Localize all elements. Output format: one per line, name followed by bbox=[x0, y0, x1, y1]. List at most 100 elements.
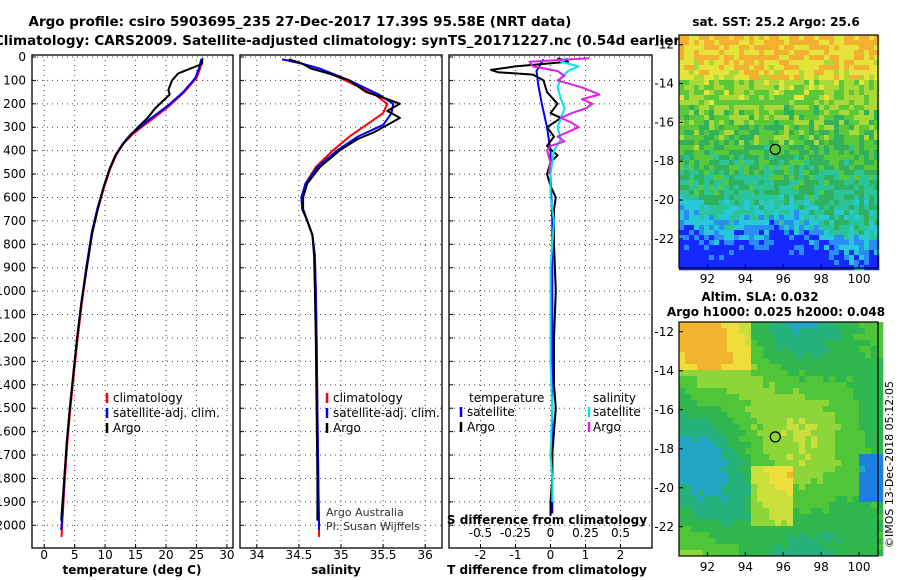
map-cell bbox=[844, 215, 850, 221]
map-cell bbox=[679, 220, 685, 226]
map-cell bbox=[814, 160, 820, 166]
map-cell bbox=[853, 424, 860, 431]
map-cell bbox=[877, 352, 884, 359]
map-cell bbox=[817, 460, 824, 467]
map-cell bbox=[689, 160, 695, 166]
map-cell bbox=[703, 412, 710, 419]
map-cell bbox=[844, 240, 850, 246]
map-cell bbox=[774, 80, 780, 86]
map-cell bbox=[869, 190, 875, 196]
map-cell bbox=[804, 255, 810, 261]
map-cell bbox=[733, 502, 740, 509]
map-cell bbox=[864, 245, 870, 251]
map-cell bbox=[793, 370, 800, 377]
map-frame bbox=[678, 34, 879, 269]
map-cell bbox=[809, 170, 815, 176]
map-cell bbox=[844, 175, 850, 181]
map-cell bbox=[729, 115, 735, 121]
map-cell bbox=[689, 70, 695, 76]
map-cell bbox=[839, 65, 845, 71]
map-cell bbox=[869, 60, 875, 66]
map-cell bbox=[719, 170, 725, 176]
map-cell bbox=[839, 230, 845, 236]
map-cell bbox=[774, 35, 780, 41]
map-cell bbox=[689, 225, 695, 231]
map-cell bbox=[739, 424, 746, 431]
map-cell bbox=[799, 322, 806, 329]
map-cell bbox=[799, 170, 805, 176]
map-cell bbox=[764, 135, 770, 141]
map-cell bbox=[811, 364, 818, 371]
map-cell bbox=[724, 190, 730, 196]
map-cell bbox=[789, 245, 795, 251]
map-cell bbox=[699, 155, 705, 161]
map-cell bbox=[744, 190, 750, 196]
map-cell bbox=[865, 454, 872, 461]
map-cell bbox=[865, 496, 872, 503]
map-cell bbox=[699, 245, 705, 251]
map-cell bbox=[719, 115, 725, 121]
map-cell bbox=[729, 155, 735, 161]
map-cell bbox=[699, 145, 705, 151]
map-cell bbox=[799, 125, 805, 131]
map-cell bbox=[789, 45, 795, 51]
map-cell bbox=[844, 45, 850, 51]
map-cell bbox=[781, 490, 788, 497]
map-cell bbox=[704, 80, 710, 86]
map-cell bbox=[751, 526, 758, 533]
map-cell bbox=[877, 454, 884, 461]
map-cell bbox=[744, 220, 750, 226]
map-cell bbox=[817, 364, 824, 371]
map-cell bbox=[679, 346, 686, 353]
map-cell bbox=[859, 65, 865, 71]
map-cell bbox=[729, 175, 735, 181]
map-cell bbox=[727, 436, 734, 443]
map-cell bbox=[814, 260, 820, 266]
map-cell bbox=[819, 155, 825, 161]
map-cell bbox=[733, 334, 740, 341]
map-cell bbox=[757, 448, 764, 455]
map-cell bbox=[697, 322, 704, 329]
map-cell bbox=[715, 352, 722, 359]
map-cell bbox=[805, 376, 812, 383]
map-cell bbox=[859, 50, 865, 56]
map-cell bbox=[689, 110, 695, 116]
map-cell bbox=[764, 35, 770, 41]
map-cell bbox=[799, 180, 805, 186]
map-cell bbox=[709, 40, 715, 46]
map-cell bbox=[715, 346, 722, 353]
map-cell bbox=[739, 370, 746, 377]
map-cell bbox=[865, 448, 872, 455]
map-cell bbox=[709, 478, 716, 485]
map-cell bbox=[841, 478, 848, 485]
map-cell bbox=[757, 436, 764, 443]
map-cell bbox=[684, 170, 690, 176]
map-cell bbox=[733, 550, 740, 557]
map-cell bbox=[691, 442, 698, 449]
map-cell bbox=[703, 544, 710, 551]
map-cell bbox=[691, 514, 698, 521]
map-cell bbox=[819, 245, 825, 251]
map-cell bbox=[793, 436, 800, 443]
map-cell bbox=[787, 346, 794, 353]
map-cell bbox=[849, 250, 855, 256]
map-cell bbox=[864, 170, 870, 176]
map-cell bbox=[764, 215, 770, 221]
map-cell bbox=[799, 55, 805, 61]
map-cell bbox=[714, 115, 720, 121]
map-cell bbox=[729, 195, 735, 201]
map-cell bbox=[715, 364, 722, 371]
map-cell bbox=[824, 160, 830, 166]
map-cell bbox=[697, 412, 704, 419]
map-cell bbox=[709, 358, 716, 365]
map-cell bbox=[859, 442, 866, 449]
map-cell bbox=[779, 205, 785, 211]
map-cell bbox=[854, 95, 860, 101]
map-cell bbox=[799, 436, 806, 443]
map-cell bbox=[799, 225, 805, 231]
map-cell bbox=[727, 388, 734, 395]
map-cell bbox=[789, 225, 795, 231]
map-cell bbox=[841, 406, 848, 413]
map-cell bbox=[679, 436, 686, 443]
map-cell bbox=[709, 496, 716, 503]
